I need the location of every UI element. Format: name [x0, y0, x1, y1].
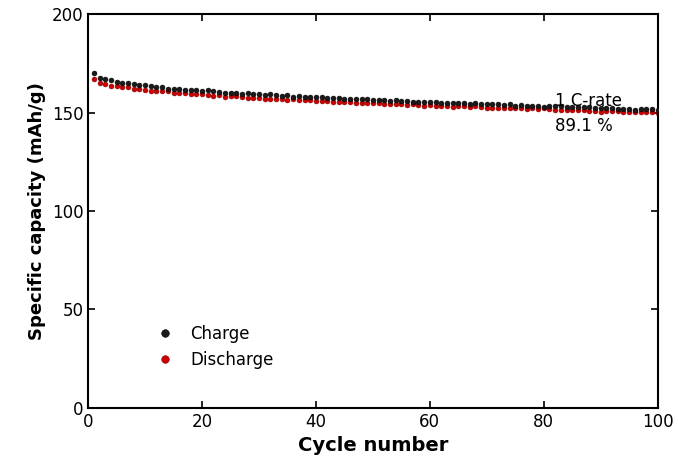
X-axis label: Cycle number: Cycle number [298, 436, 448, 455]
Y-axis label: Specific capacity (mAh/g): Specific capacity (mAh/g) [28, 82, 46, 340]
Text: 89.1 %: 89.1 % [555, 118, 613, 136]
Legend: Charge, Discharge: Charge, Discharge [142, 318, 281, 376]
Text: 1 C-rate: 1 C-rate [555, 92, 622, 110]
